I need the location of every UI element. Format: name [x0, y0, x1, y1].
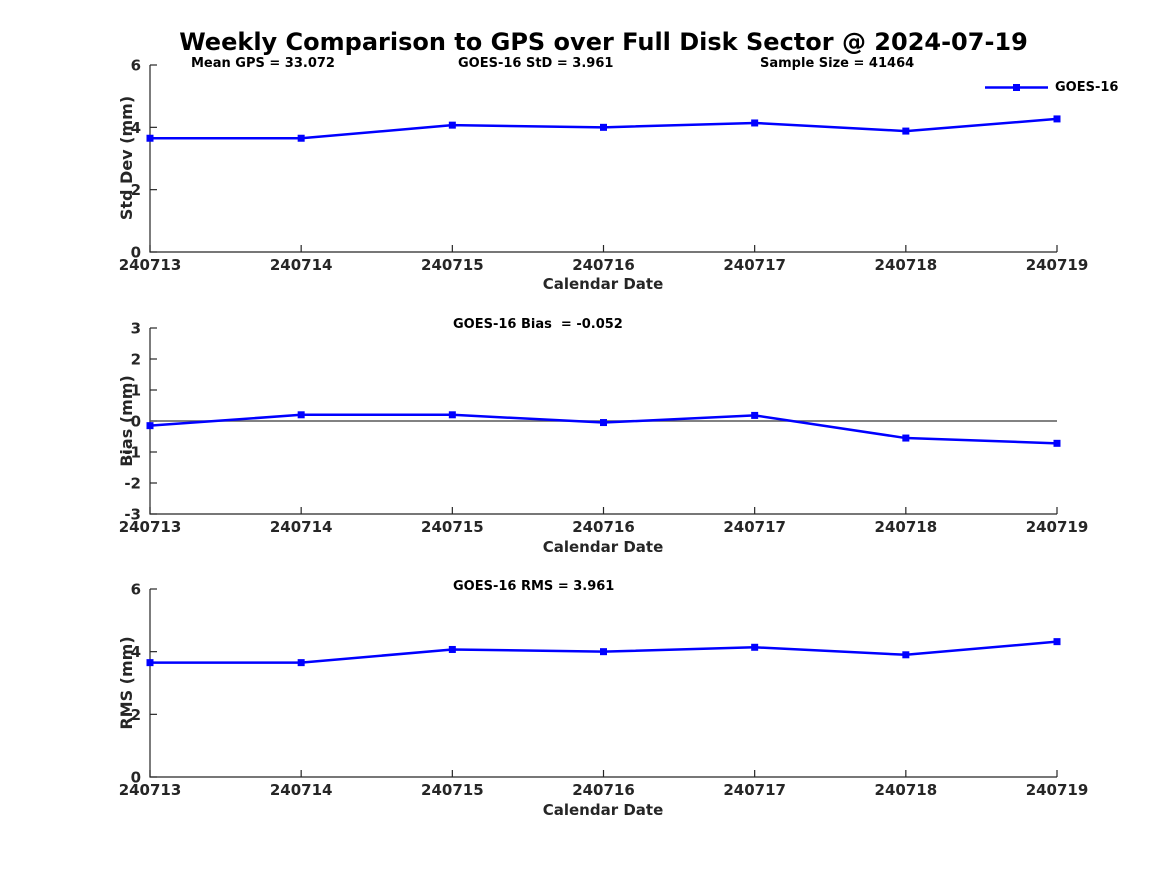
x-tick-label: 240714: [270, 781, 333, 799]
y-tick-label: 0: [131, 244, 141, 262]
y-tick-label: 0: [131, 769, 141, 787]
data-point-marker: [448, 121, 456, 129]
data-point-marker: [297, 134, 305, 142]
data-point-marker: [146, 134, 154, 142]
x-tick-label: 240716: [572, 518, 635, 536]
y-tick-label: 3: [131, 320, 141, 338]
data-point-marker: [751, 119, 759, 127]
annotation-goes16-std: GOES-16 StD = 3.961: [458, 56, 614, 71]
y-tick-label: 4: [131, 119, 141, 137]
y-tick-label: 6: [131, 581, 141, 599]
data-point-marker: [902, 434, 910, 442]
legend: GOES-16: [985, 79, 1118, 96]
rms-x-axis-label: Calendar Date: [542, 801, 664, 819]
x-tick-label: 240718: [875, 256, 938, 274]
data-point-marker: [1053, 638, 1061, 646]
data-point-marker: [902, 127, 910, 135]
bias-y-axis-label: Bias (mm): [117, 375, 136, 467]
y-tick-label: 4: [131, 643, 141, 661]
x-tick-label: 240715: [421, 518, 484, 536]
x-tick-label: 240716: [572, 781, 635, 799]
axes-spines: [149, 65, 1057, 253]
rms-y-axis-label: RMS (mm): [117, 636, 136, 730]
y-tick-label: 2: [131, 181, 141, 199]
y-tick-label: -1: [124, 444, 141, 462]
x-tick-label: 240717: [723, 256, 786, 274]
data-point-marker: [751, 643, 759, 651]
x-tick-label: 240719: [1026, 781, 1089, 799]
x-tick-label: 240713: [119, 256, 182, 274]
data-point-marker: [751, 411, 759, 419]
data-point-marker: [448, 645, 456, 653]
x-tick-label: 240716: [572, 256, 635, 274]
x-tick-label: 240715: [421, 256, 484, 274]
annotation-mean-gps: Mean GPS = 33.072: [191, 56, 335, 71]
x-tick-label: 240718: [875, 781, 938, 799]
data-point-marker: [1053, 115, 1061, 123]
data-point-marker: [297, 411, 305, 419]
annotation-goes16-rms: GOES-16 RMS = 3.961: [453, 579, 615, 594]
legend-label: GOES-16: [1055, 80, 1119, 95]
axes-spines: [149, 589, 1057, 778]
y-tick-label: 2: [131, 351, 141, 369]
y-tick-label: 2: [131, 706, 141, 724]
y-tick-label: 1: [131, 382, 141, 400]
data-point-marker: [297, 659, 305, 667]
x-tick-label: 240718: [875, 518, 938, 536]
stddev-y-axis-label: Std Dev (mm): [117, 95, 136, 221]
y-tick-label: -2: [124, 475, 141, 493]
legend-line-sample-icon: [985, 84, 1048, 91]
data-point-marker: [146, 659, 154, 667]
x-tick-label: 240714: [270, 518, 333, 536]
x-tick-label: 240717: [723, 518, 786, 536]
data-point-marker: [146, 422, 154, 430]
x-tick-label: 240713: [119, 781, 182, 799]
data-point-marker: [1053, 439, 1061, 447]
x-tick-label: 240713: [119, 518, 182, 536]
data-point-marker: [600, 123, 607, 131]
y-tick-label: 6: [131, 57, 141, 75]
data-point-marker: [448, 411, 456, 419]
y-tick-label: -3: [124, 506, 141, 524]
data-point-marker: [600, 648, 607, 656]
annotation-sample-size: Sample Size = 41464: [760, 56, 915, 71]
x-tick-label: 240719: [1026, 518, 1089, 536]
x-tick-label: 240717: [723, 781, 786, 799]
y-tick-label: 0: [131, 413, 141, 431]
figure-title: Weekly Comparison to GPS over Full Disk …: [179, 28, 1028, 56]
stddev-x-axis-label: Calendar Date: [542, 275, 664, 293]
x-tick-label: 240719: [1026, 256, 1089, 274]
x-tick-label: 240715: [421, 781, 484, 799]
data-point-marker: [902, 651, 910, 659]
data-point-marker: [600, 419, 607, 427]
x-tick-label: 240714: [270, 256, 333, 274]
annotation-goes16-bias: GOES-16 Bias = -0.052: [453, 317, 623, 332]
bias-x-axis-label: Calendar Date: [542, 538, 664, 556]
